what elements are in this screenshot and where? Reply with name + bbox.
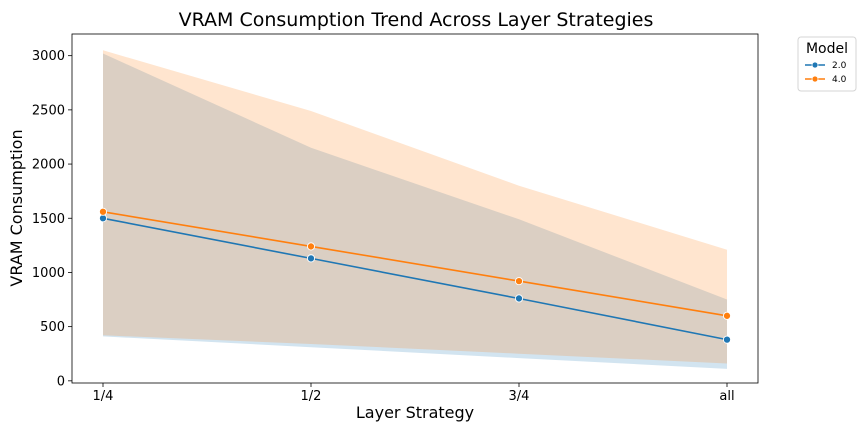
x-tick-label: all [719,389,734,404]
series-points [98,207,732,344]
x-tick-label: 1/2 [301,389,322,404]
legend-items: 2.04.0 [805,61,847,85]
line-series-4-0 [102,211,728,317]
y-tick-label: 1500 [32,212,65,227]
y-tick-label: 500 [40,320,65,335]
x-tick-label: 1/4 [93,389,114,404]
point-series-4-0-0 [98,207,108,216]
point-series-2-0-3 [722,335,732,344]
series-lines [102,211,728,341]
legend-marker-4-0 [811,75,819,83]
point-series-4-0-3 [722,311,732,320]
point-series-4-0-2 [514,277,524,286]
x-axis-title: Layer Strategy [356,403,474,422]
band-series-4-0 [103,50,727,364]
y-axis-title: VRAM Consumption [7,129,26,286]
legend-label-4-0: 4.0 [832,75,847,85]
point-series-2-0-2 [514,294,524,303]
line-series-2-0 [102,217,728,341]
y-tick-label: 3000 [32,49,65,64]
point-series-4-0-1 [306,242,316,251]
y-tick-label: 2000 [32,158,65,173]
plot-frame [71,33,759,384]
x-tick-label: 3/4 [509,389,530,404]
y-tick-label: 2500 [32,103,65,118]
legend-marker-2-0 [811,61,819,69]
y-axis: 0 500 1000 1500 2000 2500 3000 [32,49,72,389]
legend-label-2-0: 2.0 [832,61,847,71]
point-series-2-0-1 [306,254,316,263]
legend-title: Model [806,41,848,57]
legend: Model 2.04.0 [797,36,857,92]
chart-title: VRAM Consumption Trend Across Layer Stra… [179,9,654,31]
y-tick-label: 0 [57,374,65,389]
y-tick-label: 1000 [32,266,65,281]
x-axis: 1/4 1/2 3/4 all [93,383,735,404]
